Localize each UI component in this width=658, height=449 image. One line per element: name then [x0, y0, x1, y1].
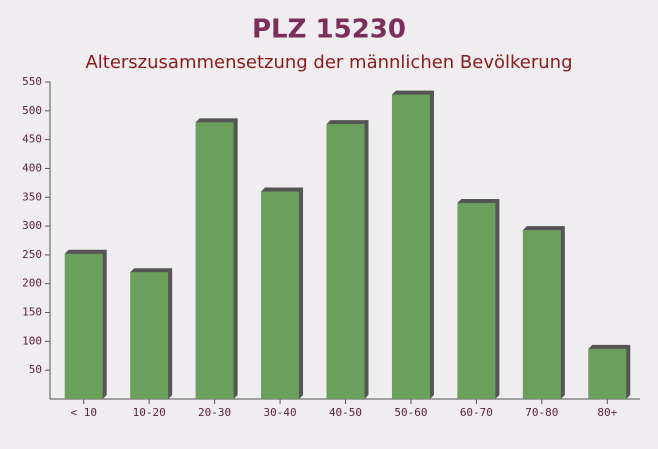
- y-tick-label: 350: [22, 190, 42, 203]
- x-tick-label: 70-80: [525, 406, 558, 419]
- y-tick-label: 400: [22, 161, 42, 174]
- chart-title: PLZ 15230: [252, 15, 406, 45]
- y-tick-label: 550: [22, 75, 42, 88]
- bar: [326, 124, 365, 399]
- x-tick-label: 20-30: [198, 406, 231, 419]
- bar: [195, 122, 234, 399]
- x-tick-label: 80+: [597, 406, 617, 419]
- y-tick-label: 150: [22, 306, 42, 319]
- bar: [391, 94, 430, 400]
- y-tick-label: 250: [22, 248, 42, 261]
- x-tick-label: 10-20: [133, 406, 166, 419]
- y-tick-label: 100: [22, 334, 42, 347]
- bar: [457, 203, 496, 399]
- bar: [588, 348, 627, 399]
- y-tick-label: 200: [22, 277, 42, 290]
- x-tick-label: < 10: [70, 406, 97, 419]
- x-tick-label: 30-40: [263, 406, 296, 419]
- y-tick-label: 300: [22, 219, 42, 232]
- bar: [261, 191, 300, 399]
- x-tick-label: 50-60: [394, 406, 427, 419]
- bar: [130, 272, 169, 399]
- bar: [522, 230, 561, 399]
- bar: [64, 253, 103, 399]
- y-tick-label: 50: [29, 363, 42, 376]
- y-tick-label: 450: [22, 133, 42, 146]
- chart-subtitle: Alterszusammensetzung der männlichen Bev…: [85, 52, 572, 73]
- x-tick-label: 60-70: [460, 406, 493, 419]
- x-tick-label: 40-50: [329, 406, 362, 419]
- y-tick-label: 500: [22, 104, 42, 117]
